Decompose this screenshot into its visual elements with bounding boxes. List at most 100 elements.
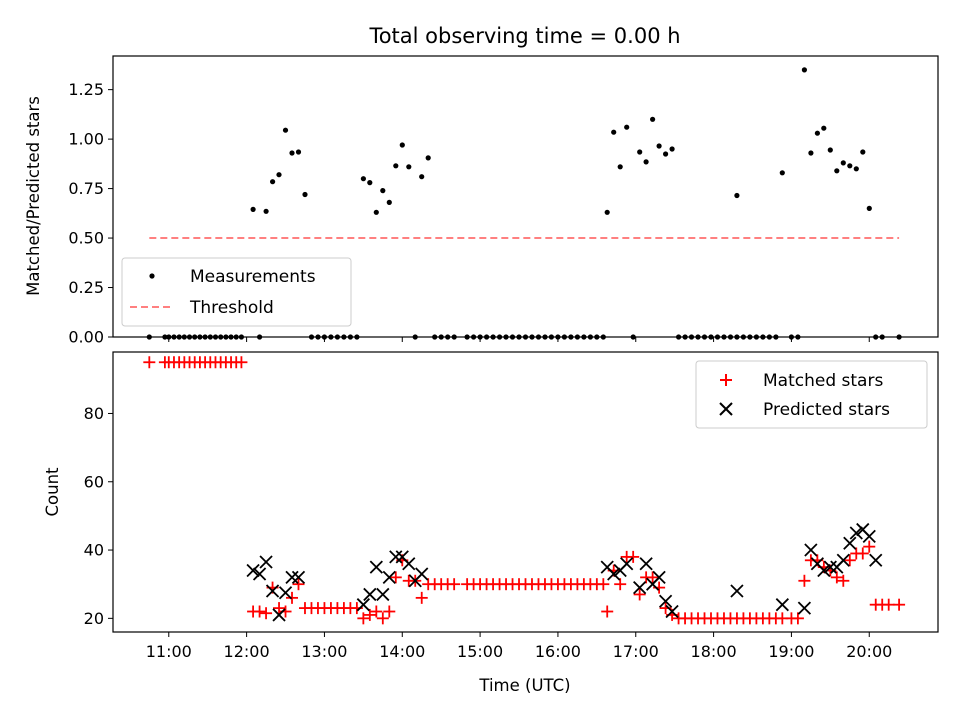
- matched-point-73: [614, 578, 627, 591]
- predicted-point-33: [817, 563, 831, 578]
- measurement-point-80: [663, 151, 669, 157]
- bottom-y-axis-label: Count: [43, 467, 62, 517]
- top-legend: Measurements Threshold: [121, 257, 352, 327]
- predicted-point-12: [382, 570, 396, 585]
- top-y-tick-label-4: 1.00: [68, 130, 104, 149]
- bottom-axes-frame: [112, 351, 939, 633]
- matched-point-115: [893, 598, 906, 611]
- bottom-y-tick-label-0: 20: [84, 609, 104, 628]
- predicted-point-28: [730, 584, 744, 598]
- bottom-x-ticks: 11:00 12:00 13:00 14:00 15:00 16:00 17:00 18:00…: [146, 632, 892, 661]
- predicted-point-3: [265, 584, 280, 598]
- predicted-point-5: [278, 586, 293, 600]
- matched-point-19: [260, 607, 273, 620]
- top-legend-box: [121, 257, 352, 327]
- predicted-point-25: [652, 570, 666, 585]
- predicted-point-10: [369, 560, 383, 574]
- measurement-point-79: [656, 143, 662, 149]
- top-axes-frame: [112, 55, 939, 338]
- predicted-point-13: [389, 550, 403, 564]
- matched-point-18: [253, 605, 266, 618]
- measurement-point-17: [250, 206, 256, 212]
- measurement-point-71: [604, 209, 610, 215]
- top-y-tick-label-3: 0.75: [68, 179, 104, 198]
- bottom-y-tick-label-3: 80: [84, 404, 104, 423]
- bottom-x-tick-label-3: 14:00: [379, 642, 425, 661]
- measurement-point-19: [263, 208, 269, 214]
- matched-point-108: [843, 554, 856, 567]
- legend-measurements-label: Measurements: [190, 267, 316, 287]
- measurement-point-23: [289, 150, 295, 156]
- measurement-point-38: [386, 199, 392, 205]
- predicted-point-26: [658, 594, 673, 608]
- measurement-point-108: [840, 160, 846, 166]
- measurement-point-24: [295, 149, 302, 155]
- measurement-point-111: [860, 149, 866, 155]
- measurement-point-39: [393, 163, 399, 169]
- matched-point-16: [235, 356, 248, 369]
- bottom-x-tick-label-9: 20:00: [846, 642, 892, 661]
- matched-point-34: [357, 612, 370, 625]
- matched-point-100: [791, 612, 804, 625]
- bottom-x-tick-label-2: 13:00: [301, 642, 347, 661]
- predicted-point-1: [252, 567, 267, 581]
- top-y-tick-label-0: 0.00: [68, 328, 104, 347]
- matched-point-36: [370, 605, 383, 618]
- bottom-y-tick-label-1: 40: [84, 541, 104, 560]
- predicted-point-2: [259, 555, 273, 569]
- top-y-tick-label-1: 0.25: [68, 278, 104, 297]
- bottom-y-ticks: 20 40 60 80: [84, 404, 113, 628]
- measurement-point-73: [617, 164, 623, 170]
- measurement-point-98: [734, 192, 740, 199]
- measurement-point-40: [399, 142, 405, 148]
- predicted-point-4: [272, 608, 286, 622]
- matched-point-106: [830, 571, 843, 584]
- bottom-y-tick-label-2: 60: [84, 472, 104, 491]
- top-title: Total observing time = 0.00 h: [368, 24, 680, 48]
- measurement-point-20: [270, 179, 276, 185]
- matched-point-0: [143, 356, 156, 369]
- matched-point-48: [448, 578, 461, 591]
- bottom-x-tick-label-1: 12:00: [224, 642, 270, 661]
- predicted-point-6: [285, 570, 299, 585]
- legend-matched-label: Matched stars: [763, 371, 883, 391]
- measurement-point-81: [669, 146, 675, 152]
- predicted-point-27: [665, 604, 679, 619]
- top-marks: [146, 67, 902, 340]
- predicted-point-21: [620, 557, 634, 571]
- matched-point-71: [601, 605, 614, 618]
- matched-point-76: [633, 588, 646, 601]
- legend-predicted-marker: [719, 402, 733, 416]
- measurement-point-37: [380, 188, 386, 194]
- predicted-point-11: [376, 587, 390, 602]
- predicted-point-40: [862, 529, 876, 544]
- matched-point-114: [882, 598, 895, 611]
- measurement-point-36: [373, 209, 379, 215]
- predicted-point-19: [607, 567, 621, 581]
- matched-point-35: [363, 608, 376, 621]
- measurement-point-44: [425, 155, 431, 161]
- measurement-point-106: [827, 147, 833, 153]
- bottom-x-tick-label-4: 15:00: [457, 642, 503, 661]
- bottom-legend: Matched stars Predicted stars: [695, 360, 928, 429]
- bottom-x-tick-label-7: 18:00: [691, 642, 737, 661]
- predicted-point-15: [402, 557, 416, 571]
- predicted-point-38: [849, 526, 863, 540]
- legend-predicted-label: Predicted stars: [763, 400, 890, 420]
- matched-point-75: [627, 550, 640, 563]
- legend-threshold-label: Threshold: [189, 298, 274, 318]
- matched-point-70: [597, 578, 610, 591]
- measurement-point-110: [853, 166, 859, 172]
- matched-point-101: [798, 574, 811, 587]
- bottom-x-tick-label-8: 19:00: [768, 642, 814, 661]
- bottom-x-tick-label-0: 11:00: [146, 642, 192, 661]
- matched-point-37: [376, 612, 389, 625]
- top-x-ticks: [168, 337, 870, 342]
- matched-point-21: [273, 602, 286, 615]
- predicted-point-17: [415, 567, 429, 581]
- legend-matched-marker: [720, 374, 732, 386]
- predicted-point-7: [291, 570, 306, 585]
- top-y-tick-label-5: 1.25: [68, 80, 104, 99]
- matched-point-23: [286, 591, 299, 604]
- measurement-point-25: [302, 191, 308, 198]
